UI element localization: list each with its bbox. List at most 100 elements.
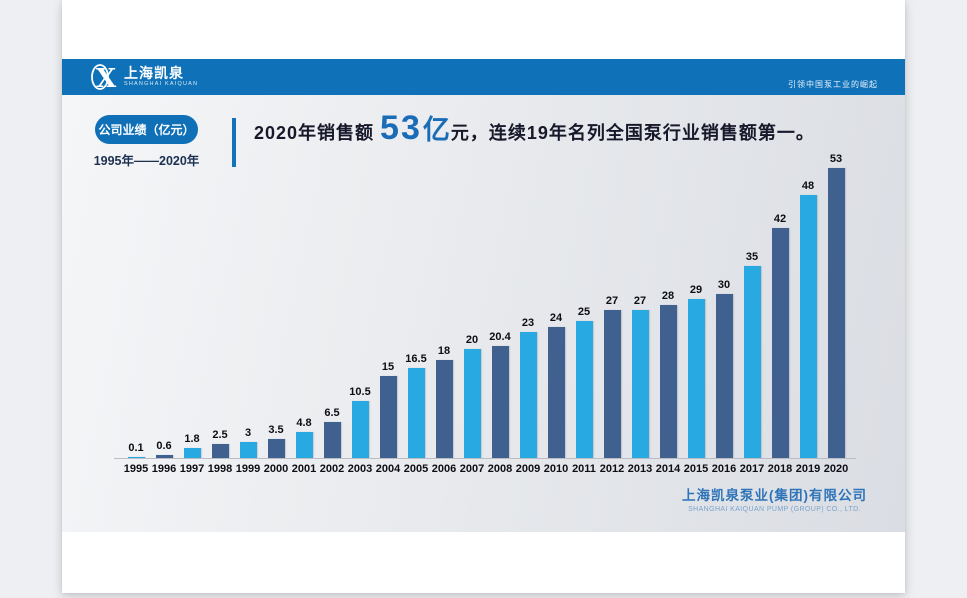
header-slogan: 引领中国泵工业的崛起 bbox=[788, 80, 878, 89]
chart-column: 28 2014 bbox=[654, 150, 682, 480]
chart-column: 15 2004 bbox=[374, 150, 402, 480]
bar bbox=[771, 228, 789, 458]
bar bbox=[323, 422, 341, 458]
year-label: 2017 bbox=[739, 463, 765, 475]
bar bbox=[575, 321, 593, 458]
year-label: 2002 bbox=[319, 463, 345, 475]
bar-chart: 0.1 1995 0.6 1996 1.8 1997 2.5 1998 3 1999 3.5 2000… bbox=[122, 150, 850, 480]
bar-value-label: 48 bbox=[801, 180, 815, 192]
bar bbox=[715, 294, 733, 458]
chart-column: 24 2010 bbox=[542, 150, 570, 480]
year-label: 2000 bbox=[263, 463, 289, 475]
bar bbox=[687, 299, 705, 458]
chart-column: 6.5 2002 bbox=[318, 150, 346, 480]
chart-column: 25 2011 bbox=[570, 150, 598, 480]
year-label: 2001 bbox=[291, 463, 317, 475]
year-label: 2010 bbox=[543, 463, 569, 475]
svg-text:X: X bbox=[96, 64, 117, 92]
bar bbox=[127, 457, 145, 458]
bar-value-label: 2.5 bbox=[212, 429, 228, 441]
company-logo: X 上海凯泉 SHANGHAI KAIQUAN bbox=[62, 62, 198, 92]
year-label: 2008 bbox=[487, 463, 513, 475]
chart-column: 42 2018 bbox=[766, 150, 794, 480]
bar-value-label: 18 bbox=[437, 345, 451, 357]
headline-unit: 亿 bbox=[422, 115, 450, 145]
chart-baseline bbox=[114, 458, 856, 459]
chart-column: 35 2017 bbox=[738, 150, 766, 480]
logo-name-cn: 上海凯泉 bbox=[124, 65, 184, 82]
bar-value-label: 0.1 bbox=[128, 442, 144, 454]
headline-suffix: 元，连续19年名列全国泵行业销售额第一。 bbox=[450, 123, 815, 143]
logo-text: 上海凯泉 SHANGHAI KAIQUAN bbox=[124, 66, 198, 88]
year-label: 1999 bbox=[235, 463, 261, 475]
year-label: 2020 bbox=[823, 463, 849, 475]
bar bbox=[267, 439, 285, 458]
chart-column: 1.8 1997 bbox=[178, 150, 206, 480]
footer-company-cn: 上海凯泉泵业(集团)有限公司 bbox=[682, 488, 867, 503]
bar bbox=[379, 376, 397, 458]
year-label: 1997 bbox=[179, 463, 205, 475]
chart-column: 2.5 1998 bbox=[206, 150, 234, 480]
footer-company-en: SHANGHAI KAIQUAN PUMP (GROUP) CO., LTD. bbox=[688, 505, 861, 513]
bar-value-label: 29 bbox=[689, 284, 703, 296]
bar-value-label: 15 bbox=[381, 361, 395, 373]
bar bbox=[183, 448, 201, 458]
year-label: 1995 bbox=[123, 463, 149, 475]
bar bbox=[603, 310, 621, 458]
bar-value-label: 24 bbox=[549, 312, 563, 324]
bar-value-label: 27 bbox=[605, 295, 619, 307]
bar-value-label: 30 bbox=[717, 279, 731, 291]
bar-value-label: 6.5 bbox=[324, 407, 340, 419]
chart-column: 0.1 1995 bbox=[122, 150, 150, 480]
year-label: 2016 bbox=[711, 463, 737, 475]
year-label: 2014 bbox=[655, 463, 681, 475]
bar-value-label: 16.5 bbox=[405, 353, 427, 365]
bar-value-label: 28 bbox=[661, 290, 675, 302]
bar bbox=[239, 442, 257, 458]
bar-value-label: 20.4 bbox=[489, 331, 511, 343]
chart-column: 18 2006 bbox=[430, 150, 458, 480]
vertical-divider bbox=[232, 118, 236, 167]
chart-column: 3.5 2000 bbox=[262, 150, 290, 480]
chart-column: 0.6 1996 bbox=[150, 150, 178, 480]
chart-column: 3 1999 bbox=[234, 150, 262, 480]
chart-column: 30 2016 bbox=[710, 150, 738, 480]
footer-company: 上海凯泉泵业(集团)有限公司 SHANGHAI KAIQUAN PUMP (GR… bbox=[682, 489, 867, 513]
chart-column: 48 2019 bbox=[794, 150, 822, 480]
chart-column: 23 2009 bbox=[514, 150, 542, 480]
bar-value-label: 0.6 bbox=[156, 440, 172, 452]
bar bbox=[407, 368, 425, 458]
bar-value-label: 3.5 bbox=[268, 424, 284, 436]
logo-name-en: SHANGHAI KAIQUAN bbox=[124, 81, 199, 88]
headline: 2020年销售额 53 亿 元，连续19年名列全国泵行业销售额第一。 bbox=[254, 108, 815, 148]
bar-value-label: 42 bbox=[773, 213, 787, 225]
year-label: 2006 bbox=[431, 463, 457, 475]
bar-value-label: 20 bbox=[465, 334, 479, 346]
bar bbox=[631, 310, 649, 458]
year-label: 2015 bbox=[683, 463, 709, 475]
year-label: 1998 bbox=[207, 463, 233, 475]
bar bbox=[547, 327, 565, 458]
bar-value-label: 27 bbox=[633, 295, 647, 307]
year-label: 2011 bbox=[572, 463, 596, 475]
chart-column: 20 2007 bbox=[458, 150, 486, 480]
bar-value-label: 10.5 bbox=[349, 386, 371, 398]
bar bbox=[743, 266, 761, 458]
chart-column: 10.5 2003 bbox=[346, 150, 374, 480]
chart-column: 29 2015 bbox=[682, 150, 710, 480]
headline-prefix: 2020年销售额 bbox=[254, 123, 375, 143]
bar bbox=[491, 346, 509, 458]
bar bbox=[519, 332, 537, 458]
chart-column: 53 2020 bbox=[822, 150, 850, 480]
year-label: 2019 bbox=[795, 463, 821, 475]
bar bbox=[295, 432, 313, 458]
date-range-label: 1995年——2020年 bbox=[93, 154, 200, 168]
bar-value-label: 1.8 bbox=[184, 433, 200, 445]
year-label: 2018 bbox=[767, 463, 793, 475]
bar bbox=[659, 305, 677, 458]
year-label: 2012 bbox=[599, 463, 625, 475]
bar-value-label: 23 bbox=[521, 317, 535, 329]
year-label: 2003 bbox=[347, 463, 373, 475]
year-label: 1996 bbox=[151, 463, 177, 475]
bar-value-label: 25 bbox=[577, 306, 591, 318]
